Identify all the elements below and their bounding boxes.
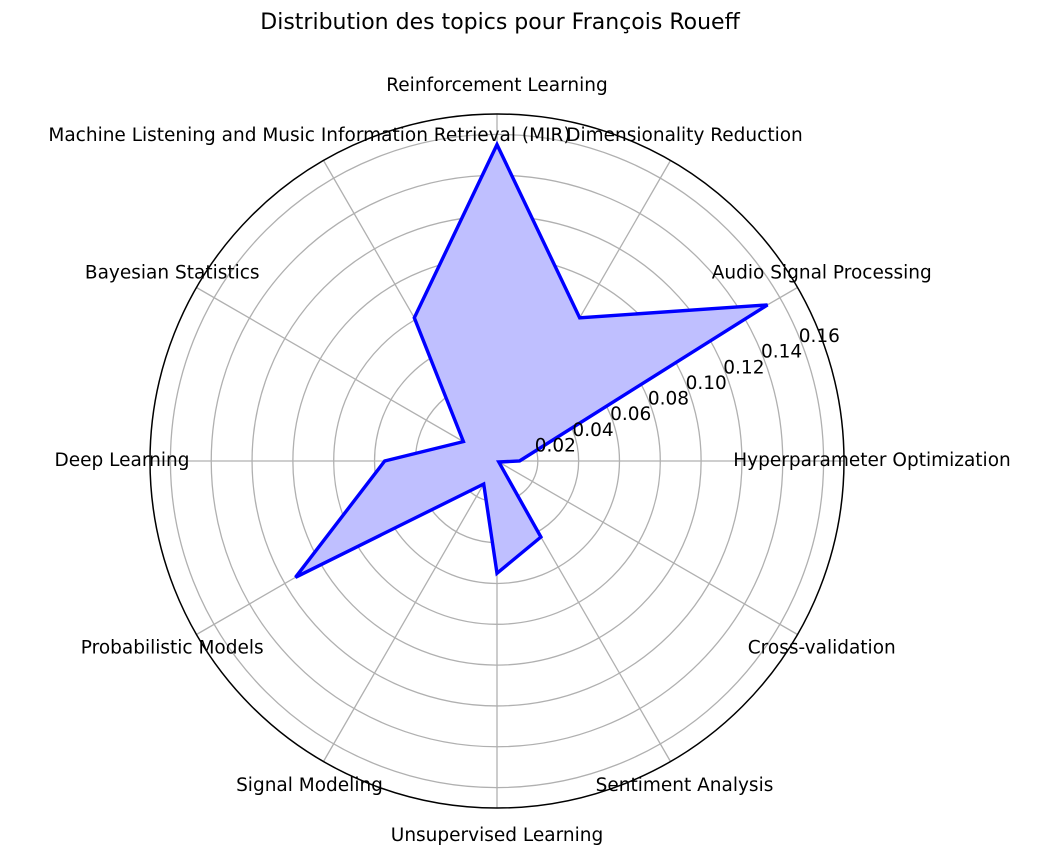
r-tick-label-7: 0.14 <box>761 342 802 363</box>
category-label-hyperparameter-optimization: Hyperparameter Optimization <box>733 450 1010 471</box>
category-label-reinforcement-learning: Reinforcement Learning <box>386 75 607 96</box>
series-layer <box>294 140 769 579</box>
r-tick-label-6: 0.12 <box>723 357 764 378</box>
grid-spoke-9 <box>322 460 498 762</box>
r-tick-label-1: 0.02 <box>535 435 576 456</box>
series-1-area <box>295 144 768 578</box>
category-label-probabilistic-models: Probabilistic Models <box>81 638 264 659</box>
radial-tick-labels: 0.020.040.060.080.100.120.140.16 <box>535 326 840 456</box>
category-label-bayesian-statistics: Bayesian Statistics <box>85 263 260 284</box>
category-label-audio-signal-processing: Audio Signal Processing <box>712 263 932 284</box>
category-label-cross-validation: Cross-validation <box>748 638 896 659</box>
series-1-line <box>294 140 769 579</box>
category-label-dimensionality-reduction: Dimensionality Reduction <box>566 125 803 146</box>
chart-title: Distribution des topics pour François Ro… <box>260 10 740 35</box>
grid-spoke-6 <box>196 286 498 462</box>
polar-frame <box>149 113 845 809</box>
category-label-unsupervised-learning: Unsupervised Learning <box>391 825 603 846</box>
category-label-machine-listening-and-music-information-retrieval-mir: Machine Listening and Music Information … <box>48 125 570 146</box>
r-tick-label-3: 0.06 <box>610 404 651 425</box>
r-tick-label-8: 0.16 <box>799 326 840 347</box>
category-labels: Hyperparameter Optimization Audio Signal … <box>48 75 1010 846</box>
grid-spoke-12 <box>496 460 798 636</box>
category-label-deep-learning: Deep Learning <box>55 450 190 471</box>
category-label-signal-modeling: Signal Modeling <box>236 775 383 796</box>
category-label-sentiment-analysis: Sentiment Analysis <box>596 775 774 796</box>
r-tick-label-2: 0.04 <box>572 420 613 441</box>
r-tick-label-4: 0.08 <box>648 389 689 410</box>
r-tick-label-5: 0.10 <box>686 373 727 394</box>
